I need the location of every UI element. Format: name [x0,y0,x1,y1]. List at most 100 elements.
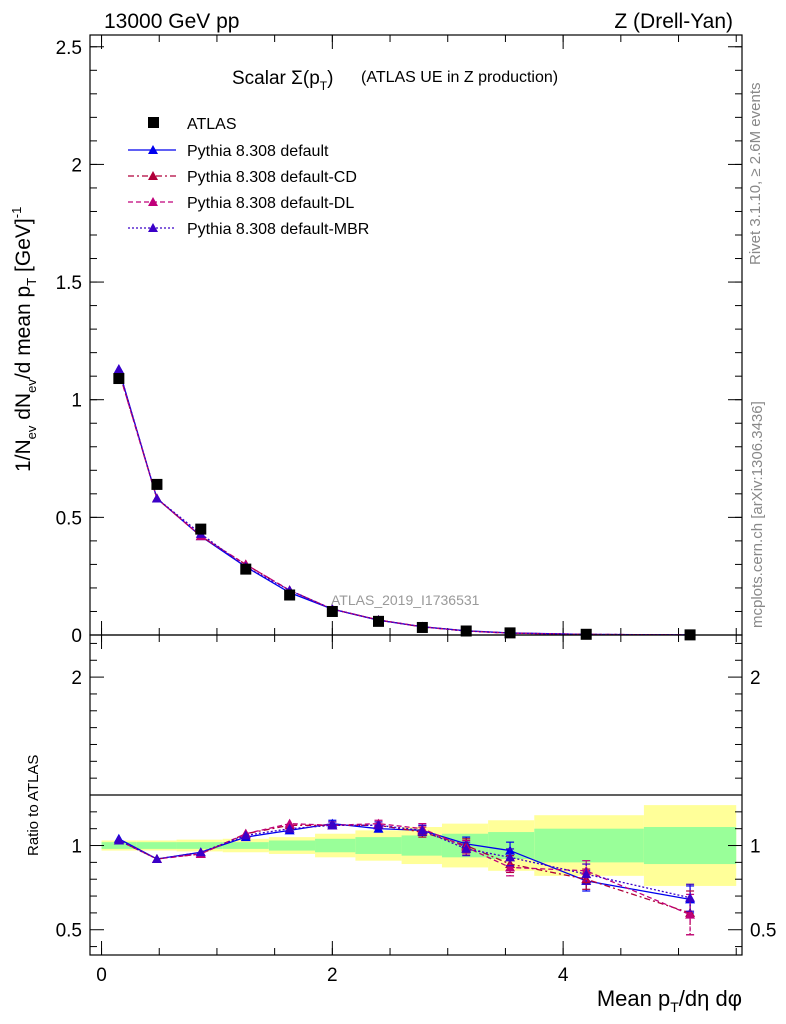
x-axis-label: Mean pT/dη dφ [597,986,742,1015]
legend-marker-0 [148,145,158,154]
ratio-marker-3 [417,825,428,835]
y-tick-label: 2 [71,155,82,176]
data-point [580,628,592,640]
chart-title: Scalar Σ(pT) [232,68,333,93]
series-marker-3 [113,364,124,374]
ratio-uncertainty-bands [101,805,737,886]
legend-marker-1 [148,171,158,180]
ratio-marker-3 [240,830,251,840]
ratio-line-1 [118,824,691,914]
ratio-band-inner [315,838,356,853]
series-line-3 [118,368,691,636]
legend-label-1: Pythia 8.308 default-CD [187,169,357,186]
ratio-band-inner [401,835,442,856]
ratio-band-inner [534,828,644,863]
legend-marker-data [148,117,159,128]
data-point [372,615,384,627]
ratio-panel: 0.5 0.5 1 1 2 2 0 2 4 Ratio to ATLAS [25,634,776,986]
ratio-marker-3 [685,892,696,902]
series-marker-3 [151,493,162,503]
series-line-2 [118,371,691,636]
data-point [113,373,125,385]
ratio-marker-3 [284,823,295,833]
ratio-marker-3 [151,854,162,863]
ratio-band-inner [222,842,269,849]
x-tick-label: 0 [96,965,107,986]
y-axis-label-sub3: T [24,278,39,286]
ratio-marker-3 [195,847,206,857]
ratio-marker-3 [373,820,384,830]
main-panel: 00.511.522.5 Scalar Σ(pT) (ATLAS UE in Z… [9,34,743,647]
x-axis-label-sub: T [670,999,679,1015]
ratio-y-axis-label: Ratio to ATLAS [25,755,42,856]
y-tick-label: 0 [71,626,82,647]
ratio-band-inner [355,837,402,854]
ratio-marker-2 [505,862,516,872]
y-tick-label: 0.5 [56,508,82,529]
legend-label-data: ATLAS [187,116,237,133]
ratio-marker-3 [113,835,124,845]
rivet-label: Rivet 3.1.10, ≥ 2.6M events [747,83,764,266]
data-point [284,589,296,601]
data-point [151,478,163,490]
legend-marker-2 [148,197,158,206]
ratio-marker-3 [327,820,338,830]
y-axis-label-sup: -1 [9,207,24,219]
ratio-marker-2 [284,818,295,828]
ratio-band-inner [643,827,737,865]
legend-label-2: Pythia 8.308 default-DL [187,195,354,212]
ratio-y-tick-label-right: 1 [750,837,761,858]
ratio-y-tick-label-right: 2 [750,668,761,689]
y-tick-label: 1 [71,391,82,412]
data-point [460,625,472,637]
data-point [195,523,207,535]
ratio-band-inner [176,842,223,849]
data-point [240,563,252,575]
ratio-y-tick-label: 1 [71,837,82,858]
chart-title-sub: T [320,79,328,93]
ratio-line-3 [118,824,691,899]
legend-series-group: Pythia 8.308 default Pythia 8.308 default… [128,143,369,238]
y-tick-label: 2.5 [56,38,82,59]
main-axis-ticks: 0 0.5 1 1.5 2 2.5 [56,35,742,647]
ratio-axis-ticks: 0.5 0.5 1 1 2 2 0 2 4 [56,635,776,986]
header-right: Z (Drell-Yan) [614,10,733,33]
x-axis-label-main: Mean p [597,986,670,1011]
mcplots-label: mcplots.cern.ch [arXiv:1306.3436] [749,401,766,628]
ratio-marker-3 [505,852,516,862]
ratio-band-inner [101,842,137,849]
y-axis-label-mid: dN [12,393,35,426]
y-axis-label-sub1: ev [24,425,39,439]
y-tick-label: 1.5 [56,273,82,294]
ratio-y-tick-label: 2 [71,668,82,689]
y-axis-label: 1/Nev dNev/d mean pT [GeV]-1 [9,207,39,472]
ratio-marker-3 [461,843,472,853]
ratio-series-group [113,818,696,936]
ratio-y-tick-label: 0.5 [56,921,82,942]
ratio-band-inner [268,840,316,851]
x-axis-label-rest: /dη dφ [679,986,742,1011]
x-tick-label: 2 [327,965,338,986]
ratio-marker-2 [685,909,696,919]
data-point [504,627,516,639]
ratio-band-inner [136,842,177,849]
chart-subtitle: (ATLAS UE in Z production) [361,69,558,86]
data-point [416,621,428,633]
header-left: 13000 GeV pp [104,10,239,33]
chart-title-main: Scalar Σ(p [232,68,320,89]
y-axis-label-rest: /d mean p [12,286,35,379]
data-point [326,605,338,617]
chart-title-close: ) [327,68,333,89]
y-axis-label-sub2: ev [24,379,39,393]
y-axis-label-main: 1/N [12,439,35,472]
legend-label-3: Pythia 8.308 default-MBR [187,221,369,238]
ratio-line-0 [118,822,691,901]
analysis-watermark: ATLAS_2019_I1736531 [331,592,480,608]
legend-label-0: Pythia 8.308 default [187,143,329,160]
ratio-y-tick-label-right: 0.5 [750,921,776,942]
y-axis-label-unit: [GeV] [12,218,35,278]
legend-marker-3 [148,223,158,232]
x-tick-label: 4 [558,965,569,986]
